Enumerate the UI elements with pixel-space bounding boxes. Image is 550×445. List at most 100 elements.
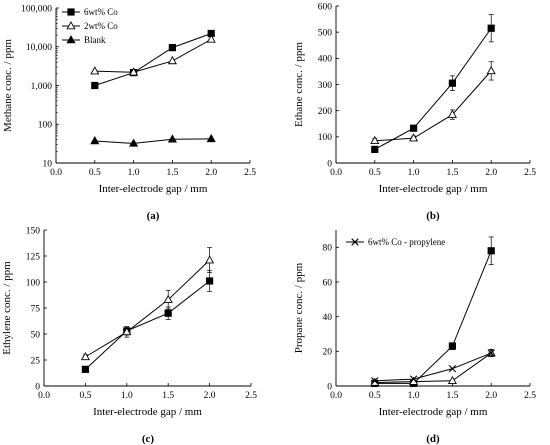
x-tick-label: 1.5 [446,168,458,178]
y-tick-label: 100 [38,121,53,131]
panel-label: (d) [426,433,440,445]
data-point [90,136,100,145]
data-point [487,349,495,357]
x-axis-label: Inter-electrode gap / mm [379,406,488,418]
x-tick-label: 0.5 [79,391,91,401]
x-tick-label: 0.0 [50,168,62,178]
x-tick-label: 2.5 [524,391,536,401]
data-point [205,277,214,285]
y-tick-label: 0 [327,159,332,169]
chart-panel-d: 0.0 0.5 1.0 1.5 2.0 2.5 0 20 40 60 80 Inter-electro… [293,230,536,445]
y-tick-label: 200 [318,107,333,117]
y-tick-label: 0 [35,382,40,392]
x-tick-label: 1.5 [446,391,458,401]
x-tick-label: 1.0 [408,391,420,401]
data-point [487,24,495,32]
legend-marker [66,35,76,44]
legend-entry-label: 2wt% Co [84,21,118,31]
x-tick-label: 0.5 [369,391,381,401]
x-tick-label: 2.5 [524,168,536,178]
data-point [206,133,216,143]
data-point [167,134,177,143]
y-tick-label: 10,000 [26,43,52,53]
x-tick-label: 0.5 [89,168,101,178]
legend-entry-label: 6wt% Co - propylene [368,237,445,247]
legend-entry-label: Blank [84,35,106,45]
x-tick-label: 2.0 [204,391,216,401]
x-tick-label: 0.0 [38,391,50,401]
y-tick-label: 150 [26,226,41,236]
y-tick-label: 1,000 [31,82,53,92]
x-tick-label: 2.5 [245,391,257,401]
series-line [374,352,492,382]
data-point [448,364,457,373]
chart-panel-a: 0.0 0.5 1.0 1.5 2.0 2.5 10 100 1,000 10,000 100,00… [2,4,256,222]
x-tick-label: 0.5 [369,168,381,178]
legend-marker [66,21,76,30]
data-point [80,351,90,361]
data-point [409,133,419,142]
x-tick-label: 1.0 [121,391,133,401]
legend-entry-label: 6wt% Co [84,7,118,17]
x-tick-label: 1.5 [166,168,178,178]
y-tick-label: 500 [318,28,333,38]
y-axis-label: Ethane conc. / ppm [293,42,305,127]
data-point [129,138,139,147]
x-tick-label: 0.0 [330,168,342,178]
data-point [164,309,172,317]
y-tick-label: 100 [318,133,333,143]
data-point [487,247,495,255]
y-axis-label: Propane conc. / ppm [293,262,305,353]
y-tick-label: 20 [323,348,333,358]
series-line [85,280,210,370]
legend-marker [351,238,359,246]
y-axis-label: Ethylene conc. / ppm [1,261,13,355]
data-point [448,342,457,350]
legend-marker [67,8,75,16]
data-point [371,145,379,153]
x-axis-label: Inter-electrode gap / mm [93,406,202,418]
data-point [205,255,215,264]
series-line [374,27,492,150]
chart-panel-b: 0.0 0.5 1.0 1.5 2.0 2.5 0 100 200 300 400 500 600 Int… [293,2,536,222]
data-point [448,79,457,87]
x-tick-label: 0.0 [330,391,342,401]
data-point [447,109,457,118]
y-tick-label: 600 [318,2,333,12]
panel-label: (c) [142,433,155,445]
y-axis-label: Methane conc. / ppm [2,39,14,132]
series-line [85,259,210,358]
series-line [94,138,212,144]
series-line [374,352,492,384]
data-point [167,56,177,65]
chart-panel-c: 0.0 0.5 1.0 1.5 2.0 2.5 0 25 50 75 100 125 150 Inter-… [1,226,257,445]
series-line [94,33,212,86]
data-point [129,67,139,76]
x-axis-label: Inter-electrode gap / mm [99,183,208,195]
panel-label: (a) [147,210,160,222]
y-tick-label: 40 [323,313,333,323]
x-tick-label: 1.0 [408,168,420,178]
x-tick-label: 2.0 [205,168,217,178]
x-tick-label: 1.0 [128,168,140,178]
data-point [163,294,173,303]
series-line [374,250,492,384]
data-point [371,377,379,385]
data-point [447,375,457,385]
y-tick-label: 100 [26,278,41,288]
y-tick-label: 300 [318,81,333,91]
data-point [90,66,100,75]
data-point [486,65,496,75]
y-tick-label: 25 [31,356,41,366]
x-tick-label: 2.0 [485,391,497,401]
x-tick-label: 2.0 [485,168,497,178]
panel-label: (b) [426,210,440,222]
data-point [91,81,99,90]
y-tick-label: 80 [323,244,333,254]
y-tick-label: 10 [43,159,53,169]
y-tick-label: 60 [323,278,333,288]
data-point [168,44,176,52]
y-tick-label: 0 [327,382,332,392]
series-line [374,70,492,142]
